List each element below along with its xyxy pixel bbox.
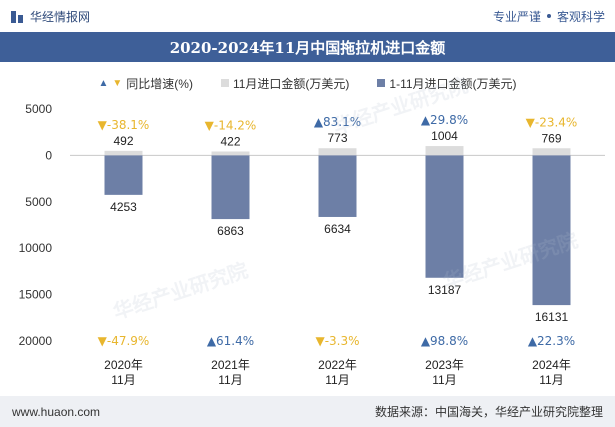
growth-label-cumulative: ▼-3.3% <box>315 334 359 348</box>
legend-monthly: 11月进口金额(万美元) <box>220 72 350 94</box>
legend-cumulative-swatch-icon <box>377 79 386 87</box>
x-category-label: 2020年 11月 <box>104 358 143 387</box>
brand-name: 华经情报网 <box>30 9 91 24</box>
y-tick-label: 10000 <box>19 241 53 255</box>
bar-monthly <box>211 151 250 156</box>
bar-cumulative <box>318 155 357 217</box>
bar-cumulative <box>532 155 571 306</box>
y-tick-label: 20000 <box>19 334 53 348</box>
y-tick-label: 5000 <box>25 102 52 116</box>
data-label-monthly: 773 <box>327 131 347 145</box>
x-category-label: 2022年 11月 <box>318 358 357 387</box>
triangle-down-icon: ▼ <box>112 77 123 89</box>
tagline-right: 客观科学 <box>556 9 605 24</box>
y-tick-label: 5000 <box>25 195 52 209</box>
data-label-monthly: 422 <box>220 134 240 148</box>
bar-monthly <box>318 148 357 156</box>
top-bar: 华经情报网 专业严谨 客观科学 <box>0 0 615 32</box>
legend-growth-label: 同比增速(%) <box>126 76 193 91</box>
data-label-cumulative: 6863 <box>217 224 244 238</box>
footer-website[interactable]: www.huaon.com <box>12 404 101 419</box>
data-label-cumulative: 16131 <box>535 310 569 324</box>
growth-label-cumulative: ▲61.4% <box>207 334 254 348</box>
data-label-monthly: 769 <box>541 131 561 145</box>
x-category-label: 2021年 11月 <box>211 358 250 387</box>
growth-label-monthly: ▼-23.4% <box>526 115 578 129</box>
brand-logo-icon <box>10 9 24 23</box>
data-label-monthly: 1004 <box>431 129 458 143</box>
growth-label-monthly: ▼-14.2% <box>205 118 257 132</box>
bar-monthly <box>425 146 464 156</box>
legend-cumulative-label: 1-11月进口金额(万美元) <box>389 76 517 91</box>
x-category-label: 2024年 11月 <box>532 358 571 387</box>
triangle-up-icon: ▲ <box>98 77 109 89</box>
growth-label-cumulative: ▲98.8% <box>421 334 468 348</box>
tagline-left: 专业严谨 <box>492 9 541 24</box>
data-label-cumulative: 6634 <box>324 222 351 236</box>
footer-source: 数据来源：中国海关，华经产业研究院整理 <box>374 405 603 419</box>
data-label-cumulative: 13187 <box>428 283 462 297</box>
bar-monthly <box>532 148 571 156</box>
growth-label-monthly: ▲83.1% <box>314 115 361 129</box>
legend-monthly-swatch-icon <box>220 79 229 87</box>
brand[interactable]: 华经情报网 <box>10 8 90 25</box>
legend-cumulative: 1-11月进口金额(万美元) <box>377 72 517 94</box>
legend-growth: ▲ ▼ 同比增速(%) <box>98 72 192 94</box>
bullet-dot-icon <box>546 14 551 18</box>
bar-cumulative <box>425 155 464 278</box>
growth-label-cumulative: ▲22.3% <box>528 334 575 348</box>
growth-label-cumulative: ▼-47.9% <box>98 334 150 348</box>
chart-title: 2020-2024年11月中国拖拉机进口金额 <box>0 32 615 62</box>
legend: ▲ ▼ 同比增速(%) 11月进口金额(万美元) 1-11月进口金额(万美元) <box>0 72 615 94</box>
legend-monthly-label: 11月进口金额(万美元) <box>232 76 350 91</box>
tagline: 专业严谨 客观科学 <box>493 8 605 25</box>
data-label-monthly: 492 <box>113 134 133 148</box>
bar-monthly <box>104 150 143 156</box>
y-tick-label: 0 <box>45 148 52 162</box>
bar-cumulative <box>104 155 143 195</box>
bar-chart: 5000 0 5000 10000 15000 20000 492 ▼-38.1% 4253 ▼-… <box>19 102 605 387</box>
growth-label-monthly: ▲29.8% <box>421 113 468 127</box>
y-tick-label: 15000 <box>19 288 53 302</box>
data-label-cumulative: 4253 <box>110 200 137 214</box>
footer: www.huaon.com 数据来源：中国海关，华经产业研究院整理 <box>0 396 615 427</box>
growth-label-monthly: ▼-38.1% <box>98 118 150 132</box>
x-category-label: 2023年 11月 <box>425 358 464 387</box>
bar-cumulative <box>211 155 250 220</box>
